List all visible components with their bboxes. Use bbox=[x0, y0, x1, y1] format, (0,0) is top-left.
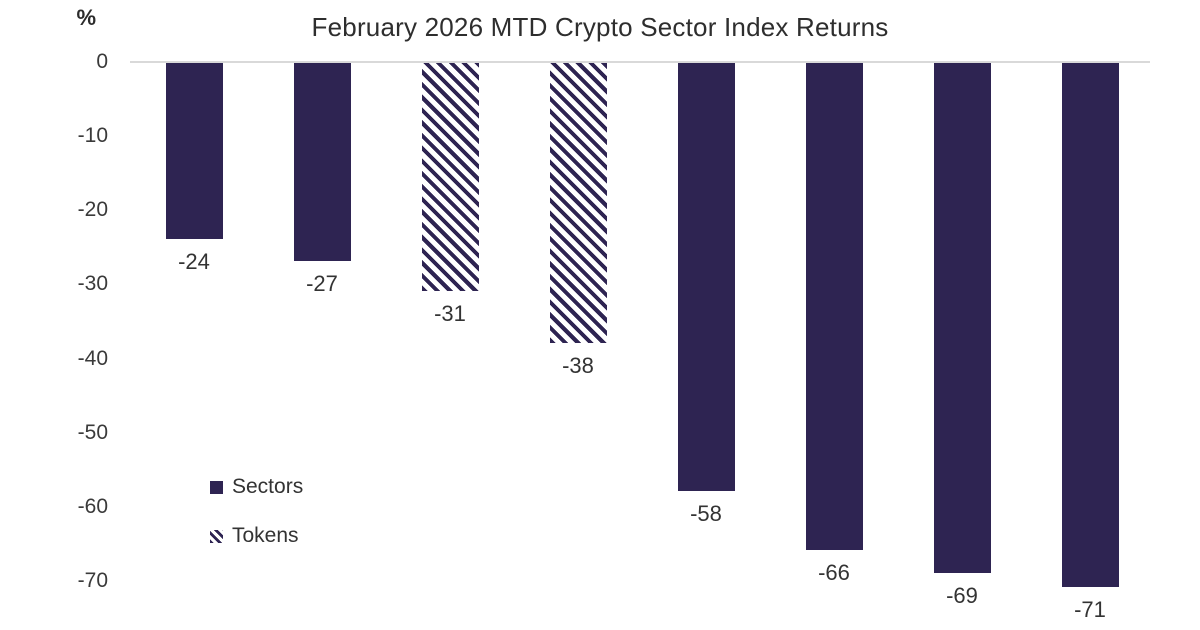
chart-title: February 2026 MTD Crypto Sector Index Re… bbox=[311, 12, 889, 42]
bar-solid bbox=[677, 63, 735, 491]
bar-value-label: -66 bbox=[818, 560, 850, 586]
legend-item-tokens: Tokens bbox=[210, 523, 303, 549]
bar-value-label: -69 bbox=[946, 582, 978, 608]
bar-value-label: -71 bbox=[1074, 597, 1106, 623]
y-tick-label: -20 bbox=[77, 198, 108, 222]
y-tick-label: -10 bbox=[77, 124, 108, 148]
y-tick-label: -30 bbox=[77, 272, 108, 296]
bar-solid bbox=[933, 63, 991, 573]
zero-baseline bbox=[130, 61, 1150, 63]
y-tick-label: -40 bbox=[77, 346, 108, 370]
solid-swatch-icon bbox=[210, 480, 223, 494]
bar-value-label: -27 bbox=[306, 271, 338, 297]
bar-solid bbox=[1061, 63, 1119, 588]
bar-solid bbox=[805, 63, 863, 551]
bar-value-label: -58 bbox=[690, 501, 722, 526]
y-tick-label: -60 bbox=[77, 494, 108, 518]
bar-hatched bbox=[549, 63, 607, 343]
y-tick-label: -70 bbox=[77, 568, 108, 592]
bar-solid bbox=[293, 63, 351, 262]
hatched-swatch-icon bbox=[210, 529, 223, 543]
legend-label: Sectors bbox=[232, 475, 304, 498]
bar-value-label: -38 bbox=[562, 352, 594, 378]
legend-label: Tokens bbox=[232, 524, 299, 547]
bar-hatched bbox=[421, 63, 479, 291]
bar-value-label: -31 bbox=[434, 300, 466, 326]
bar-value-label: -24 bbox=[178, 248, 210, 274]
bar-solid bbox=[165, 63, 223, 239]
y-tick-label: -50 bbox=[77, 420, 108, 444]
y-tick-label: 0 bbox=[96, 50, 108, 73]
legend-item-sectors: Sectors bbox=[210, 474, 303, 500]
legend: Sectors Tokens bbox=[210, 474, 303, 572]
y-axis-unit-label: % bbox=[76, 5, 96, 30]
